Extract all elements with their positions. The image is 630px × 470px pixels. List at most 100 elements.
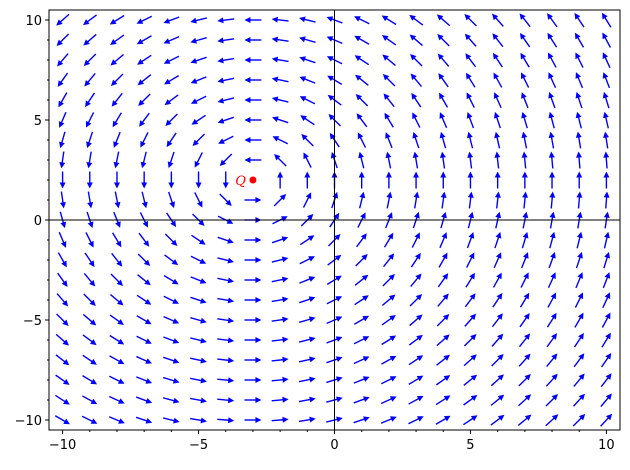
vector-arrow (59, 171, 66, 189)
vector-arrow-head (200, 377, 207, 384)
vector-arrow-head (494, 191, 501, 198)
vector-arrow-head (145, 338, 152, 344)
vector-arrow-head (521, 72, 527, 80)
vector-arrow-head (551, 414, 559, 421)
vector-arrow-shaft (221, 116, 235, 123)
vector-arrow-head (56, 19, 63, 26)
vector-arrow (358, 191, 366, 209)
vector-arrow-shaft (550, 195, 554, 209)
vector-arrow-shaft (113, 73, 124, 84)
vector-arrow (491, 13, 504, 27)
vector-arrow-head (282, 396, 289, 403)
vector-arrow-shaft (299, 257, 312, 265)
vector-arrow-shaft (109, 355, 122, 363)
vector-arrow-shaft (194, 114, 207, 124)
vector-arrow-shaft (56, 293, 67, 304)
vector-arrow-shaft (353, 337, 367, 345)
vector-arrow (408, 416, 424, 425)
vector-arrow-shaft (273, 196, 284, 207)
vector-arrow-head (360, 212, 366, 220)
vector-arrow-head (548, 111, 555, 119)
vector-arrow-head (309, 356, 316, 363)
vector-arrow (326, 296, 343, 305)
vector-arrow (353, 315, 370, 325)
vector-arrow (439, 92, 449, 108)
vector-arrow-shaft (113, 54, 124, 64)
vector-arrow (520, 52, 530, 68)
vector-arrow-head (136, 38, 144, 45)
vector-arrow-head (521, 151, 528, 158)
vector-arrow-shaft (194, 133, 206, 144)
vector-arrow (300, 115, 315, 126)
vector-arrow-head (493, 72, 500, 80)
vector-arrow (353, 356, 370, 365)
vector-arrow-shaft (436, 356, 448, 366)
vector-arrow-shaft (604, 215, 608, 229)
vector-arrow-shaft (577, 195, 581, 209)
vector-arrow-shaft (217, 236, 231, 243)
vector-arrow-head (335, 336, 343, 342)
vector-arrow-shaft (575, 275, 582, 289)
vector-arrow (492, 292, 503, 308)
vector-arrow-head (299, 36, 306, 43)
vector-arrow (110, 34, 125, 45)
vector-arrow-head (227, 417, 235, 424)
vector-arrow (464, 313, 477, 327)
vector-arrow (326, 336, 343, 344)
vector-arrow (298, 416, 316, 423)
vector-arrow-head (411, 92, 418, 100)
vector-arrow-head (143, 259, 151, 267)
vector-arrow-head (217, 37, 224, 44)
vector-arrow (357, 212, 366, 228)
vector-arrow-shaft (577, 135, 582, 149)
vector-arrow-shaft (604, 115, 609, 129)
vector-arrow (409, 14, 424, 26)
vector-arrow (190, 36, 207, 44)
vector-arrow (408, 334, 423, 346)
vector-arrow-shaft (109, 375, 122, 383)
vector-arrow-shaft (605, 155, 608, 169)
vector-arrow-shaft (495, 135, 501, 149)
vector-arrow (521, 171, 528, 189)
vector-arrow-shaft (358, 195, 364, 209)
vector-arrow-head (604, 292, 611, 299)
vector-arrow-head (388, 273, 395, 281)
vector-arrow-shaft (523, 195, 526, 209)
vector-arrow-shaft (413, 195, 418, 209)
vector-arrow-head (497, 353, 504, 361)
vector-arrow-head (466, 92, 473, 100)
vector-arrow (381, 335, 397, 346)
vector-arrow (331, 191, 339, 209)
vector-arrow-head (521, 92, 527, 99)
vector-arrow-shaft (439, 16, 451, 27)
vector-arrow-shaft (521, 55, 530, 68)
vector-arrow-shaft (163, 316, 176, 323)
vector-arrow (549, 211, 556, 229)
vector-arrow (354, 295, 369, 306)
vector-arrow-head (307, 235, 315, 242)
vector-arrow-head (117, 378, 125, 384)
vector-arrow (383, 93, 395, 108)
vector-arrow-shaft (164, 233, 176, 244)
vector-arrow-shaft (113, 92, 123, 104)
vector-arrow-head (410, 53, 417, 61)
vector-arrow-shaft (575, 255, 582, 269)
vector-arrow-shaft (463, 376, 475, 386)
vector-arrow (495, 211, 502, 229)
vector-arrow-head (382, 54, 389, 61)
vector-arrow-head (136, 18, 144, 24)
vector-arrow (576, 171, 583, 189)
vector-arrow-shaft (162, 417, 176, 422)
vector-arrow-shaft (56, 313, 67, 324)
vector-arrow (384, 112, 394, 128)
vector-arrow-shaft (271, 318, 285, 322)
vector-arrow-head (575, 131, 582, 139)
vector-arrow-head (389, 396, 397, 402)
vector-arrow (163, 356, 180, 364)
vector-arrow (574, 292, 584, 308)
vector-arrow-head (363, 416, 370, 423)
vector-arrow (466, 131, 474, 149)
vector-arrow (301, 133, 314, 147)
vector-arrow (219, 153, 233, 167)
vector-arrow-shaft (55, 394, 67, 404)
